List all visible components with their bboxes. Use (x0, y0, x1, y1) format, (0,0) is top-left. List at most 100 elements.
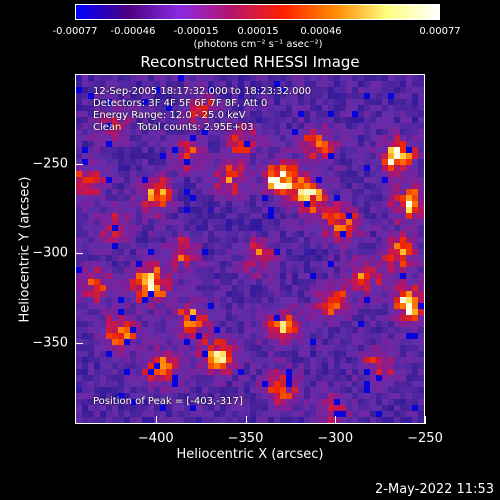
heatmap-cell (292, 267, 299, 274)
heatmap-cell (202, 165, 209, 172)
heatmap-cell (232, 255, 239, 262)
heatmap-cell (100, 291, 107, 298)
heatmap-cell (364, 387, 371, 394)
heatmap-cell (370, 141, 377, 148)
heatmap-cell (178, 123, 185, 130)
heatmap-cell (100, 411, 107, 418)
heatmap-cell (280, 381, 287, 388)
heatmap-cell (292, 201, 299, 208)
heatmap-cell (400, 303, 407, 310)
heatmap-cell (364, 357, 371, 364)
heatmap-cell (94, 195, 101, 202)
heatmap-cell (190, 171, 197, 178)
heatmap-cell (274, 321, 281, 328)
heatmap-cell (106, 213, 113, 220)
heatmap-cell (316, 369, 323, 376)
heatmap-cell (262, 285, 269, 292)
heatmap-cell (388, 117, 395, 124)
heatmap-cell (220, 309, 227, 316)
heatmap-cell (202, 351, 209, 358)
heatmap-cell (316, 207, 323, 214)
heatmap-cell (214, 171, 221, 178)
heatmap-cell (196, 201, 203, 208)
heatmap-cell (94, 123, 101, 130)
heatmap-cell (346, 111, 353, 118)
heatmap-cell (406, 381, 413, 388)
heatmap-cell (298, 411, 305, 418)
heatmap-cell (328, 285, 335, 292)
heatmap-cell (376, 249, 383, 256)
heatmap-cell (166, 363, 173, 370)
heatmap-cell (268, 315, 275, 322)
heatmap-cell (322, 141, 329, 148)
heatmap-cell (280, 87, 287, 94)
heatmap-cell (178, 87, 185, 94)
heatmap-cell (244, 309, 251, 316)
heatmap-cell (322, 285, 329, 292)
heatmap-cell (184, 393, 191, 400)
heatmap-cell (298, 147, 305, 154)
heatmap-cell (142, 309, 149, 316)
heatmap-cell (94, 363, 101, 370)
heatmap-cell (310, 99, 317, 106)
heatmap-cell (268, 93, 275, 100)
heatmap-cell (100, 381, 107, 388)
heatmap-cell (388, 363, 395, 370)
heatmap-cell (202, 273, 209, 280)
heatmap-cell (244, 369, 251, 376)
heatmap-cell (310, 393, 317, 400)
heatmap-cell (406, 159, 413, 166)
heatmap-cell (232, 417, 239, 423)
heatmap-cell (202, 243, 209, 250)
heatmap-cell (280, 375, 287, 382)
heatmap-cell (76, 315, 83, 322)
heatmap-cell (394, 315, 401, 322)
heatmap-cell (94, 411, 101, 418)
heatmap-cell (106, 105, 113, 112)
heatmap-cell (346, 255, 353, 262)
heatmap-cell (328, 315, 335, 322)
heatmap-cell (418, 255, 424, 262)
heatmap-cell (322, 111, 329, 118)
heatmap-cell (118, 267, 125, 274)
heatmap-cell (406, 267, 413, 274)
heatmap-cell (220, 219, 227, 226)
heatmap-cell (190, 225, 197, 232)
heatmap-cell (388, 177, 395, 184)
heatmap-cell (214, 267, 221, 274)
heatmap-cell (310, 339, 317, 346)
heatmap-cell (388, 303, 395, 310)
heatmap-cell (286, 291, 293, 298)
heatmap-cell (226, 177, 233, 184)
heatmap-cell (340, 243, 347, 250)
heatmap-cell (82, 81, 89, 88)
heatmap-cell (304, 249, 311, 256)
heatmap-cell (304, 255, 311, 262)
heatmap-cell (172, 363, 179, 370)
heatmap-cell (154, 249, 161, 256)
heatmap-cell (100, 261, 107, 268)
heatmap-cell (406, 195, 413, 202)
heatmap-cell (232, 123, 239, 130)
heatmap-cell (214, 345, 221, 352)
heatmap-cell (178, 351, 185, 358)
heatmap-cell (388, 231, 395, 238)
heatmap-cell (178, 243, 185, 250)
heatmap-cell (148, 237, 155, 244)
heatmap-cell (184, 417, 191, 423)
heatmap-cell (88, 213, 95, 220)
heatmap-cell (202, 81, 209, 88)
heatmap-cell (262, 315, 269, 322)
heatmap-cell (412, 375, 419, 382)
heatmap-cell (124, 207, 131, 214)
heatmap-cell (208, 387, 215, 394)
heatmap-cell (76, 411, 83, 418)
heatmap-cell (124, 345, 131, 352)
heatmap-cell (394, 195, 401, 202)
heatmap-cell (166, 75, 173, 82)
heatmap-cell (172, 249, 179, 256)
heatmap-cell (388, 291, 395, 298)
heatmap-cell (214, 231, 221, 238)
heatmap-cell (292, 93, 299, 100)
heatmap-cell (250, 135, 257, 142)
